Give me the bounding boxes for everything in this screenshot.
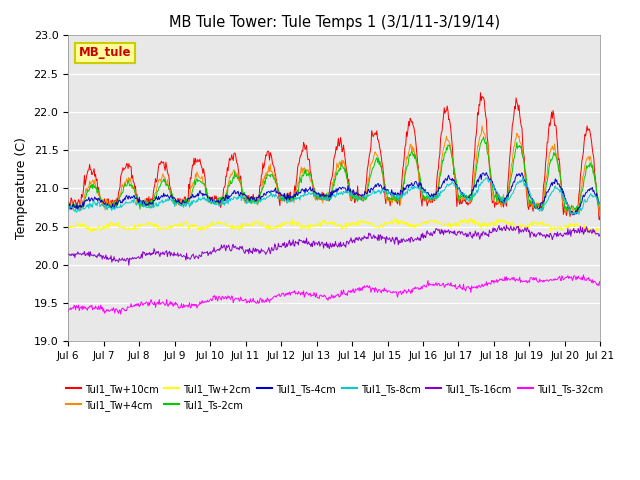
Tul1_Tw+10cm <box>183 199 191 204</box>
Tul1_Tw+10cm <box>64 202 72 207</box>
Tul1_Ts-2cm <box>479 134 487 140</box>
Tul1_Ts-4cm <box>415 185 422 191</box>
Tul1_Tw+10cm <box>74 200 82 206</box>
Line: Tul1_Ts-8cm: Tul1_Ts-8cm <box>68 178 600 215</box>
Tul1_Tw+2cm <box>183 221 191 227</box>
Tul1_Ts-2cm <box>415 169 422 175</box>
Tul1_Tw+2cm <box>399 220 406 226</box>
Line: Tul1_Ts-2cm: Tul1_Ts-2cm <box>68 137 600 213</box>
Tul1_Ts-4cm <box>211 199 219 205</box>
Tul1_Ts-32cm <box>415 287 423 293</box>
Tul1_Ts-32cm <box>129 303 137 309</box>
Tul1_Tw+4cm <box>211 197 219 203</box>
Tul1_Ts-16cm <box>129 256 137 262</box>
Tul1_Ts-8cm <box>575 212 583 217</box>
Tul1_Tw+4cm <box>596 208 604 214</box>
Tul1_Ts-8cm <box>211 202 219 207</box>
Tul1_Ts-16cm <box>125 263 132 268</box>
Tul1_Ts-16cm <box>399 236 407 242</box>
Tul1_Tw+10cm <box>129 173 136 179</box>
Tul1_Tw+2cm <box>64 225 72 230</box>
Tul1_Ts-2cm <box>183 196 191 202</box>
Tul1_Ts-2cm <box>74 204 82 209</box>
Tul1_Ts-32cm <box>74 305 82 311</box>
Tul1_Tw+2cm <box>596 227 604 232</box>
Tul1_Ts-4cm <box>183 200 191 205</box>
Tul1_Ts-4cm <box>74 206 82 212</box>
Tul1_Ts-16cm <box>184 256 191 262</box>
Tul1_Tw+10cm <box>399 166 406 172</box>
Tul1_Ts-16cm <box>74 249 82 255</box>
Tul1_Ts-2cm <box>211 199 219 205</box>
Tul1_Tw+4cm <box>129 186 136 192</box>
Tul1_Tw+10cm <box>477 90 484 96</box>
Tul1_Tw+10cm <box>415 165 422 170</box>
Tul1_Ts-4cm <box>399 192 406 198</box>
Tul1_Ts-2cm <box>129 182 136 188</box>
Tul1_Tw+2cm <box>415 222 422 228</box>
Tul1_Ts-32cm <box>399 290 407 296</box>
Legend: Tul1_Tw+10cm, Tul1_Tw+4cm, Tul1_Tw+2cm, Tul1_Ts-2cm, Tul1_Ts-4cm, Tul1_Ts-8cm, T: Tul1_Tw+10cm, Tul1_Tw+4cm, Tul1_Tw+2cm, … <box>61 380 607 415</box>
Tul1_Tw+4cm <box>478 123 486 129</box>
Tul1_Tw+4cm <box>596 212 604 218</box>
Tul1_Ts-16cm <box>415 238 423 243</box>
Tul1_Tw+10cm <box>596 217 604 223</box>
Line: Tul1_Tw+10cm: Tul1_Tw+10cm <box>68 93 600 220</box>
Tul1_Tw+10cm <box>596 209 604 215</box>
Tul1_Tw+4cm <box>74 204 82 210</box>
Tul1_Tw+10cm <box>211 193 219 199</box>
Line: Tul1_Ts-32cm: Tul1_Ts-32cm <box>68 275 600 314</box>
Tul1_Ts-8cm <box>415 186 422 192</box>
Tul1_Ts-2cm <box>596 210 604 216</box>
Tul1_Ts-8cm <box>64 199 72 205</box>
Tul1_Tw+4cm <box>183 200 191 205</box>
Tul1_Ts-32cm <box>596 280 604 286</box>
Tul1_Ts-16cm <box>502 222 510 228</box>
Tul1_Tw+2cm <box>74 222 82 228</box>
Line: Tul1_Ts-16cm: Tul1_Ts-16cm <box>68 225 600 265</box>
Tul1_Ts-16cm <box>596 230 604 236</box>
Tul1_Tw+2cm <box>129 226 136 232</box>
Tul1_Ts-32cm <box>184 302 191 308</box>
Tul1_Ts-16cm <box>212 249 220 255</box>
Tul1_Ts-4cm <box>568 212 576 218</box>
Tul1_Ts-16cm <box>64 252 72 258</box>
Tul1_Ts-2cm <box>399 187 406 193</box>
Text: MB_tule: MB_tule <box>79 46 131 59</box>
Tul1_Ts-8cm <box>183 202 191 207</box>
Tul1_Ts-4cm <box>596 200 604 206</box>
Tul1_Ts-8cm <box>74 208 82 214</box>
Line: Tul1_Ts-4cm: Tul1_Ts-4cm <box>68 173 600 215</box>
Title: MB Tule Tower: Tule Temps 1 (3/1/11-3/19/14): MB Tule Tower: Tule Temps 1 (3/1/11-3/19… <box>169 15 500 30</box>
Tul1_Ts-8cm <box>596 200 604 206</box>
Tul1_Ts-32cm <box>580 272 588 278</box>
Tul1_Ts-2cm <box>64 203 72 209</box>
Tul1_Ts-32cm <box>64 309 72 314</box>
Tul1_Tw+4cm <box>399 184 406 190</box>
Line: Tul1_Tw+4cm: Tul1_Tw+4cm <box>68 126 600 215</box>
Tul1_Tw+4cm <box>64 205 72 211</box>
Tul1_Tw+2cm <box>468 216 476 221</box>
Tul1_Ts-4cm <box>129 195 136 201</box>
Tul1_Ts-4cm <box>483 170 490 176</box>
Tul1_Tw+2cm <box>211 222 219 228</box>
Line: Tul1_Tw+2cm: Tul1_Tw+2cm <box>68 218 600 232</box>
Tul1_Ts-32cm <box>117 311 125 317</box>
Tul1_Ts-8cm <box>519 175 527 180</box>
Tul1_Ts-4cm <box>64 204 72 209</box>
Tul1_Tw+2cm <box>592 229 600 235</box>
Tul1_Ts-8cm <box>399 192 406 198</box>
Tul1_Ts-8cm <box>129 198 136 204</box>
Y-axis label: Temperature (C): Temperature (C) <box>15 137 28 239</box>
Tul1_Tw+4cm <box>415 166 422 172</box>
Tul1_Ts-32cm <box>212 297 220 302</box>
